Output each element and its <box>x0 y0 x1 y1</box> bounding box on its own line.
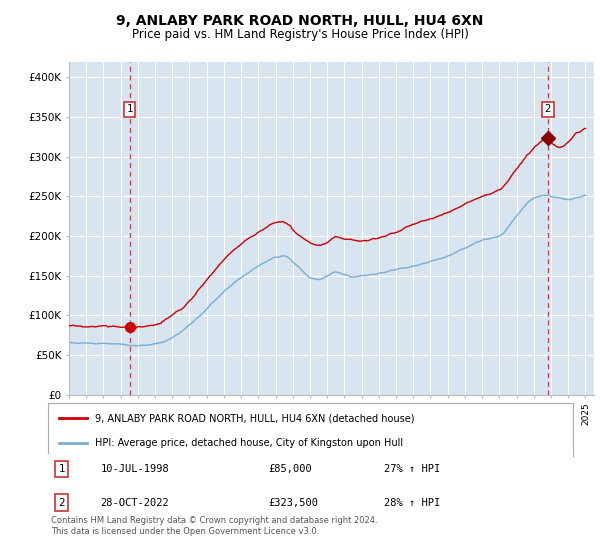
Text: £85,000: £85,000 <box>269 464 312 474</box>
Text: 28% ↑ HPI: 28% ↑ HPI <box>384 498 440 507</box>
Text: 9, ANLABY PARK ROAD NORTH, HULL, HU4 6XN: 9, ANLABY PARK ROAD NORTH, HULL, HU4 6XN <box>116 14 484 28</box>
Text: 9, ANLABY PARK ROAD NORTH, HULL, HU4 6XN (detached house): 9, ANLABY PARK ROAD NORTH, HULL, HU4 6XN… <box>95 413 415 423</box>
Text: 2: 2 <box>59 498 65 507</box>
Text: 10-JUL-1998: 10-JUL-1998 <box>101 464 169 474</box>
Text: HPI: Average price, detached house, City of Kingston upon Hull: HPI: Average price, detached house, City… <box>95 438 403 448</box>
Text: Price paid vs. HM Land Registry's House Price Index (HPI): Price paid vs. HM Land Registry's House … <box>131 28 469 41</box>
Text: 28-OCT-2022: 28-OCT-2022 <box>101 498 169 507</box>
Text: 27% ↑ HPI: 27% ↑ HPI <box>384 464 440 474</box>
Text: £323,500: £323,500 <box>269 498 319 507</box>
Text: 1: 1 <box>59 464 65 474</box>
Text: 2: 2 <box>545 104 551 114</box>
Text: Contains HM Land Registry data © Crown copyright and database right 2024.
This d: Contains HM Land Registry data © Crown c… <box>51 516 377 536</box>
Text: 1: 1 <box>127 104 133 114</box>
